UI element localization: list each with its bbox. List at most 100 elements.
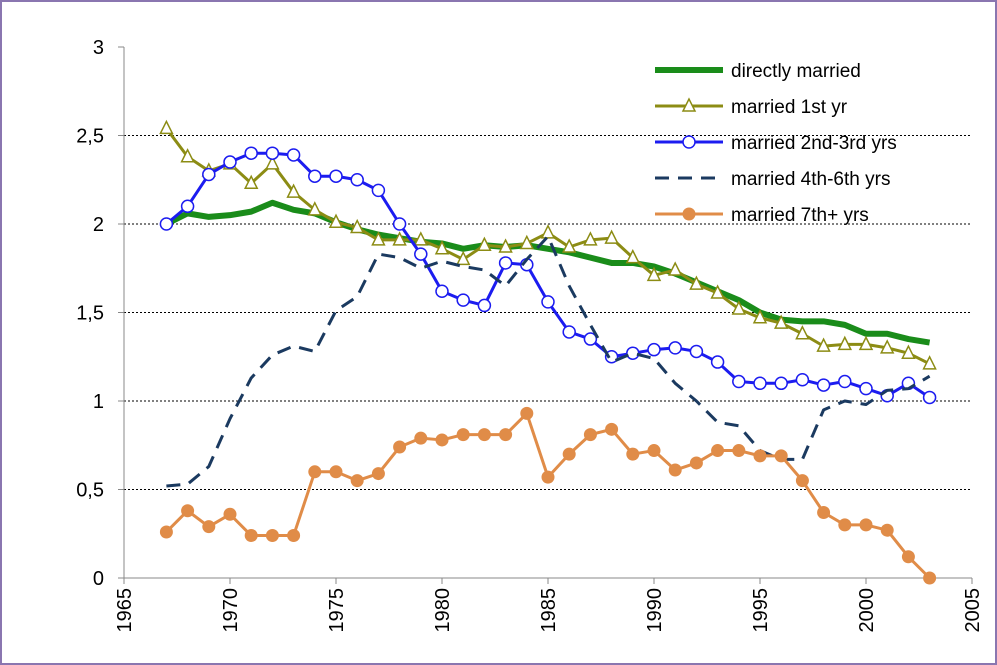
- marker: [795, 325, 810, 340]
- marker: [180, 148, 195, 163]
- marker: [710, 284, 725, 299]
- x-tick-label: 1995: [750, 588, 772, 633]
- y-tick-label: 2: [93, 214, 104, 236]
- marker: [265, 146, 280, 160]
- marker: [477, 298, 492, 313]
- marker: [838, 518, 852, 532]
- marker: [350, 173, 364, 187]
- marker: [328, 213, 344, 228]
- marker: [434, 240, 450, 255]
- marker: [541, 470, 555, 484]
- marker: [817, 506, 831, 520]
- marker: [583, 428, 597, 442]
- marker: [329, 169, 343, 183]
- marker: [541, 295, 555, 309]
- series-line: [165, 199, 931, 346]
- marker: [879, 339, 895, 354]
- marker: [562, 325, 576, 339]
- marker: [816, 337, 831, 352]
- y-tick-label: 3: [93, 37, 104, 59]
- marker: [202, 520, 216, 534]
- marker: [307, 201, 323, 216]
- marker: [456, 293, 470, 307]
- marker: [880, 523, 894, 537]
- marker: [753, 376, 767, 391]
- y-tick-label: 0: [93, 568, 104, 590]
- marker: [922, 390, 937, 405]
- marker: [816, 378, 831, 392]
- marker: [774, 376, 788, 391]
- legend: directly married married 1st yr married 2n…: [655, 61, 897, 226]
- marker: [646, 266, 662, 282]
- marker: [414, 247, 428, 261]
- marker: [795, 474, 809, 488]
- marker: [180, 199, 195, 214]
- legend-marker: [681, 97, 697, 112]
- marker: [795, 373, 810, 387]
- marker: [689, 275, 704, 290]
- marker: [308, 465, 322, 479]
- marker: [859, 518, 873, 532]
- marker: [371, 183, 386, 198]
- marker: [159, 217, 174, 231]
- marker: [413, 231, 429, 246]
- marker: [392, 231, 407, 246]
- legend-label: married 1st yr: [731, 97, 848, 118]
- marker: [689, 344, 704, 359]
- marker: [859, 381, 873, 396]
- marker: [414, 431, 428, 445]
- marker: [223, 155, 237, 169]
- marker: [286, 148, 301, 162]
- marker: [773, 314, 789, 329]
- marker: [626, 447, 640, 461]
- marker: [838, 374, 852, 389]
- marker: [583, 332, 598, 346]
- marker: [159, 119, 174, 135]
- marker: [202, 167, 216, 182]
- marker: [519, 234, 535, 250]
- marker: [604, 229, 619, 244]
- legend-label: married 2nd-3rd yrs: [731, 133, 897, 154]
- marker: [689, 456, 703, 470]
- y-tick-label: 1: [93, 391, 104, 413]
- marker: [456, 428, 470, 442]
- marker: [286, 183, 301, 198]
- marker: [753, 449, 767, 463]
- marker: [498, 256, 513, 270]
- marker: [435, 284, 449, 299]
- marker: [287, 529, 301, 543]
- marker: [392, 217, 407, 231]
- marker: [308, 169, 322, 183]
- legend-label: directly married: [731, 61, 861, 82]
- marker: [667, 261, 683, 276]
- x-tick-label: 1985: [538, 588, 560, 633]
- legend-label: married 4th-6th yrs: [731, 169, 890, 190]
- marker: [605, 422, 619, 436]
- marker: [244, 146, 258, 160]
- x-tick-label: 2005: [962, 588, 984, 633]
- marker: [499, 428, 513, 442]
- legend-marker: [682, 135, 696, 149]
- y-tick-label: 0,5: [76, 480, 104, 502]
- marker: [393, 440, 407, 454]
- marker: [583, 231, 598, 246]
- marker: [159, 525, 173, 539]
- marker: [732, 444, 746, 458]
- x-tick-label: 1990: [644, 588, 666, 633]
- marker: [371, 231, 386, 246]
- marker: [732, 374, 746, 389]
- marker: [901, 550, 915, 564]
- marker: [604, 350, 619, 364]
- marker: [774, 449, 788, 463]
- legend-marker: [682, 207, 696, 221]
- marker: [243, 174, 259, 190]
- marker: [265, 155, 280, 170]
- marker: [923, 571, 937, 585]
- x-tick-label: 1970: [220, 588, 242, 633]
- marker: [752, 309, 768, 324]
- marker: [731, 300, 747, 315]
- marker: [647, 444, 661, 458]
- x-tick-label: 1965: [114, 588, 136, 633]
